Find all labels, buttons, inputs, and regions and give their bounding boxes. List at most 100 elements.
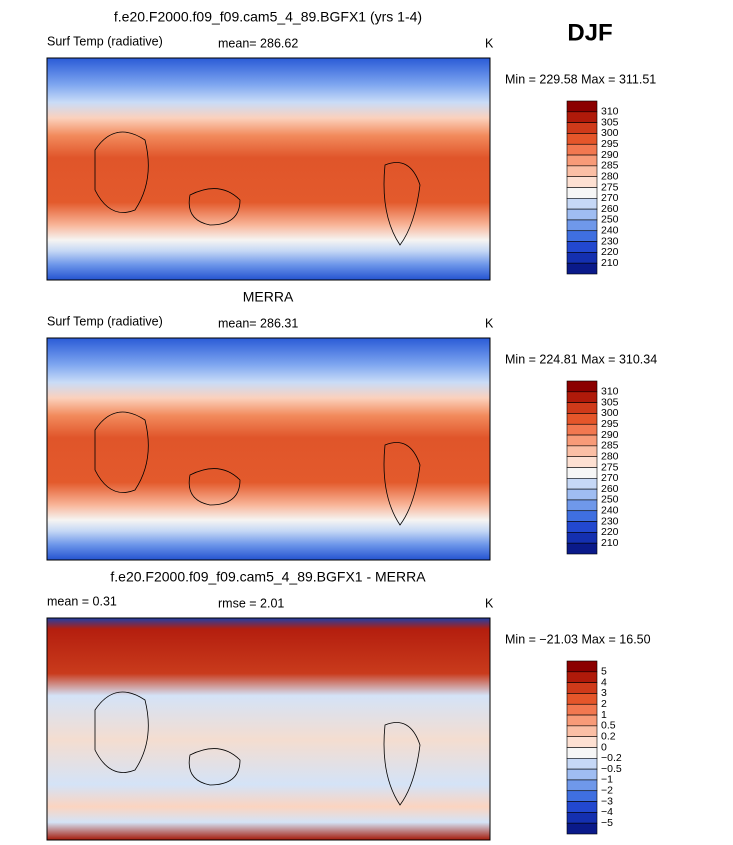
- colorbar-label: 250: [601, 214, 619, 226]
- colorbar-label: 290: [601, 429, 619, 441]
- colorbar-label: −5: [601, 817, 613, 829]
- colorbar-box: [566, 499, 598, 512]
- colorbar-box: [566, 801, 598, 813]
- colorbar-box: [566, 790, 598, 802]
- colorbar-label: 270: [601, 472, 619, 484]
- colorbar-box: [566, 671, 598, 683]
- colorbar-box: [566, 380, 598, 393]
- colorbar-label: −2: [601, 785, 613, 797]
- colorbar-label: 0.2: [601, 730, 616, 742]
- colorbar-box: [566, 467, 598, 479]
- colorbar-label: −4: [601, 806, 613, 818]
- colorbar-box: [566, 768, 598, 781]
- colorbar-box: [566, 208, 598, 221]
- colorbar-label: −0.2: [601, 752, 622, 764]
- colorbar-box: [566, 747, 598, 759]
- map: [46, 57, 491, 281]
- colorbar-box: [566, 660, 598, 673]
- left-label: Surf Temp (radiative): [47, 34, 163, 48]
- colorbar-label: 0: [601, 741, 607, 753]
- colorbar-box: [566, 445, 598, 457]
- colorbar-label: 285: [601, 440, 619, 452]
- colorbar-label: 260: [601, 203, 619, 215]
- coastline: [94, 411, 421, 526]
- colorbar-box: [566, 693, 598, 705]
- colorbar-box: [566, 779, 598, 792]
- left-label: mean = 0.31: [47, 594, 117, 608]
- colorbar-label: 1: [601, 709, 607, 721]
- colorbar-box: [566, 154, 598, 167]
- center-label: rmse = 2.01: [218, 596, 284, 610]
- colorbar-box: [566, 532, 598, 544]
- colorbar-box: [566, 703, 598, 716]
- colorbar-box: [566, 510, 598, 522]
- colorbar-box: [566, 187, 598, 199]
- units-label: K: [485, 36, 494, 50]
- colorbar-box: [566, 725, 598, 737]
- colorbar-box: [566, 812, 598, 824]
- colorbar-box: [566, 402, 598, 414]
- colorbar-label: 300: [601, 127, 619, 139]
- colorbar-label: 5: [601, 666, 607, 678]
- colorbar-label: 230: [601, 515, 619, 527]
- colorbar-label: 4: [601, 676, 607, 688]
- left-label: Surf Temp (radiative): [47, 314, 163, 328]
- colorbar-box: [566, 423, 598, 436]
- colorbar-box: [566, 521, 598, 533]
- map: [46, 617, 491, 841]
- colorbar-label: 300: [601, 407, 619, 419]
- colorbar-box: [566, 111, 598, 123]
- colorbar-label: 295: [601, 138, 619, 150]
- colorbar-label: 285: [601, 160, 619, 172]
- min-max: Min = 224.81 Max = 310.34: [505, 352, 657, 366]
- colorbar-label: 210: [601, 257, 619, 269]
- colorbar-box: [566, 478, 598, 490]
- colorbar-label: 275: [601, 181, 619, 193]
- colorbar-label: 275: [601, 461, 619, 473]
- colorbar-label: 3: [601, 687, 607, 699]
- colorbar-box: [566, 143, 598, 156]
- colorbar-box: [566, 434, 598, 447]
- center-label: mean= 286.62: [218, 36, 298, 50]
- colorbar-label: 250: [601, 494, 619, 506]
- colorbar-label: 240: [601, 225, 619, 237]
- colorbar-box: [566, 488, 598, 501]
- colorbar-box: [566, 176, 598, 188]
- colorbar-label: 230: [601, 235, 619, 247]
- colorbar-label: 310: [601, 386, 619, 398]
- min-max: Min = 229.58 Max = 311.51: [505, 72, 656, 86]
- colorbar-label: −0.5: [601, 763, 622, 775]
- colorbar-box: [566, 198, 598, 210]
- colorbar-label: 290: [601, 149, 619, 161]
- colorbar-box: [566, 230, 598, 242]
- colorbar-box: [566, 252, 598, 264]
- colorbar-label: 295: [601, 418, 619, 430]
- colorbar-box: [566, 736, 598, 748]
- colorbar-label: 220: [601, 246, 619, 258]
- panel-title: f.e20.F2000.f09_f09.cam5_4_89.BGFX1 (yrs…: [114, 9, 422, 25]
- colorbar-label: 280: [601, 170, 619, 182]
- colorbar-box: [566, 219, 598, 232]
- colorbar-label: 310: [601, 106, 619, 118]
- colorbar-label: 240: [601, 505, 619, 517]
- center-label: mean= 286.31: [218, 316, 298, 330]
- colorbar-box: [566, 241, 598, 253]
- panel-title: f.e20.F2000.f09_f09.cam5_4_89.BGFX1 - ME…: [110, 569, 426, 585]
- colorbar-label: 220: [601, 526, 619, 538]
- season-label: DJF: [567, 19, 612, 46]
- colorbar-box: [566, 133, 598, 145]
- coastline: [94, 131, 421, 246]
- colorbar-box: [566, 391, 598, 403]
- units-label: K: [485, 316, 494, 330]
- colorbar-box: [566, 165, 598, 177]
- colorbar-box: [566, 413, 598, 425]
- colorbar-label: 0.5: [601, 720, 616, 732]
- colorbar-label: 305: [601, 116, 619, 128]
- colorbar-label: 305: [601, 396, 619, 408]
- colorbar-label: 2: [601, 698, 607, 710]
- panel-title: MERRA: [243, 289, 294, 305]
- colorbar-box: [566, 682, 598, 694]
- colorbar-box: [566, 100, 598, 113]
- min-max: Min = −21.03 Max = 16.50: [505, 632, 651, 646]
